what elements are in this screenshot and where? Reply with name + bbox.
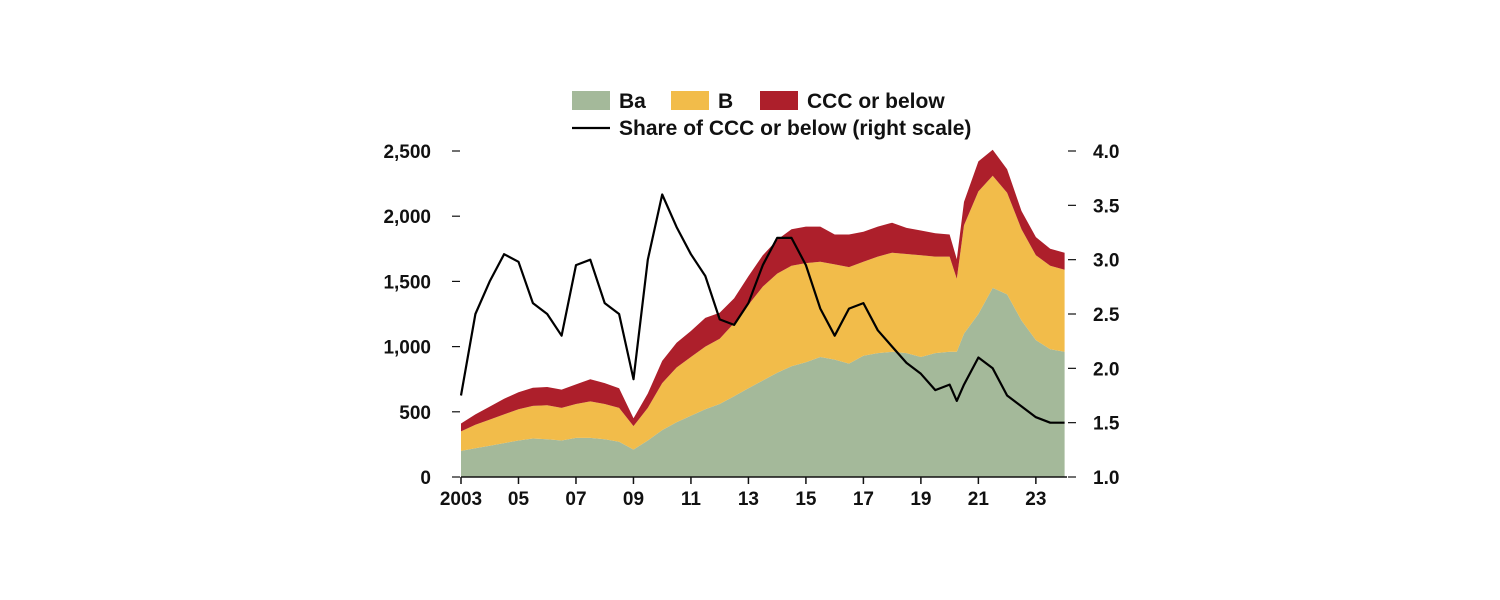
x-tick-label: 15 bbox=[795, 489, 817, 510]
left-tick-label: 2,000 bbox=[383, 207, 431, 228]
x-tick-label: 21 bbox=[968, 489, 990, 510]
legend-label-b: B bbox=[718, 90, 733, 113]
right-axis: 1.0 1.5 2.0 2.5 3.0 3.5 4.0 bbox=[1068, 142, 1120, 489]
legend-swatch-b bbox=[671, 91, 709, 110]
left-tick-label: 1,000 bbox=[383, 338, 431, 359]
stacked-areas bbox=[461, 149, 1065, 477]
x-tick-label: 19 bbox=[910, 489, 931, 510]
legend-swatch-ccc bbox=[760, 91, 798, 110]
left-tick-label: 2,500 bbox=[383, 142, 431, 163]
share-line-group bbox=[459, 193, 1065, 424]
left-axis: 0 500 1,000 1,500 2,000 2,500 bbox=[383, 142, 460, 489]
x-axis: 2003 05 07 09 11 13 15 17 19 21 23 bbox=[440, 476, 1067, 510]
legend: Ba B CCC or below Share of CCC or below … bbox=[572, 90, 971, 140]
legend-label-ccc: CCC or below bbox=[807, 90, 945, 113]
right-tick-label: 3.0 bbox=[1093, 251, 1119, 272]
legend-swatch-ba bbox=[572, 91, 610, 110]
legend-label-share: Share of CCC or below (right scale) bbox=[619, 117, 971, 140]
area-b bbox=[461, 175, 1065, 451]
x-tick-label: 17 bbox=[853, 489, 874, 510]
x-tick-label: 13 bbox=[738, 489, 759, 510]
right-tick-label: 1.5 bbox=[1093, 414, 1120, 435]
right-tick-label: 2.0 bbox=[1093, 359, 1119, 380]
left-tick-label: 1,500 bbox=[383, 272, 431, 293]
right-tick-label: 2.5 bbox=[1093, 305, 1120, 326]
x-tick-label: 05 bbox=[508, 489, 530, 510]
right-tick-label: 3.5 bbox=[1093, 196, 1120, 217]
x-tick-label: 2003 bbox=[440, 489, 482, 510]
right-tick-label: 1.0 bbox=[1093, 468, 1119, 489]
x-tick-label: 07 bbox=[565, 489, 586, 510]
left-tick-label: 500 bbox=[399, 403, 431, 424]
right-tick-label: 4.0 bbox=[1093, 142, 1119, 163]
x-tick-label: 09 bbox=[623, 489, 644, 510]
left-tick-label: 0 bbox=[420, 468, 431, 489]
series-line-share bbox=[459, 193, 1065, 424]
legend-label-ba: Ba bbox=[619, 90, 646, 113]
area-ccc bbox=[461, 149, 1065, 432]
x-tick-label: 11 bbox=[681, 489, 702, 510]
area-ba bbox=[461, 287, 1065, 477]
x-tick-label: 23 bbox=[1025, 489, 1046, 510]
